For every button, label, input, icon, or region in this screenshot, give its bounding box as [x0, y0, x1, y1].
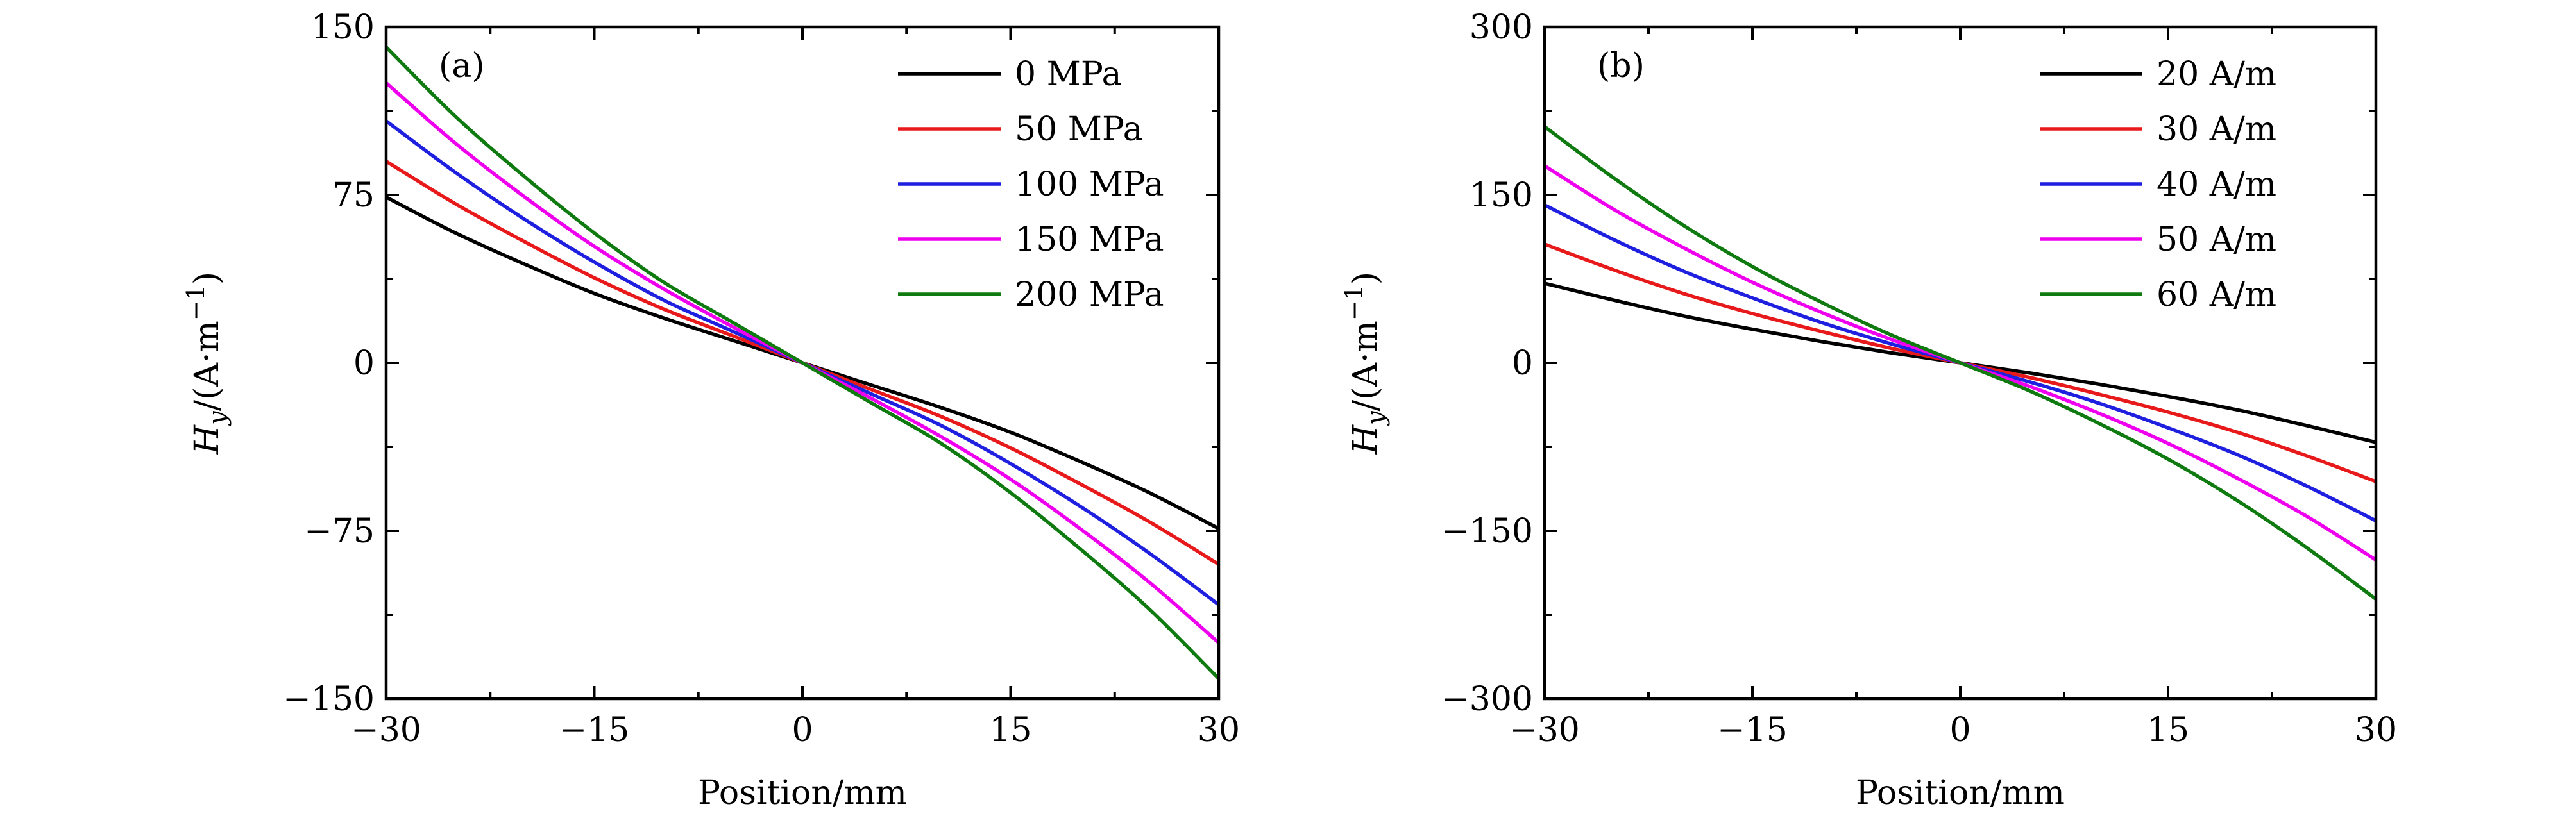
panel-b-ytick-label: 300 — [1470, 8, 1533, 47]
panel-a-legend-label-0-mpa: 0 MPa — [1015, 55, 1122, 94]
panel-a-xtick-label: 0 — [792, 711, 813, 749]
panel-a-y-axis-title-close: ) — [188, 272, 226, 285]
panel-b-y-axis-title-var: H — [1346, 424, 1385, 455]
panel-a-legend: 0 MPa 50 MPa 100 MPa 150 MPa 200 MPa — [898, 55, 1164, 314]
panel-a-legend-label-150-mpa: 150 MPa — [1015, 221, 1164, 259]
panel-a-y-axis-title-sub: y — [203, 411, 232, 426]
panel-a-ytick-label: −150 — [283, 680, 375, 719]
panel-b-y-axis-title-unit: /(A·m — [1346, 321, 1385, 411]
panel-a-label: (a) — [439, 47, 485, 85]
panel-b-x-axis-title: Position/mm — [1856, 774, 2065, 812]
panel-b-xtick-label: 30 — [2355, 711, 2397, 749]
panel-b-series-lines — [1545, 125, 2376, 601]
panel-b: −30 −15 0 15 30−300−1500150300Position/mmHy/… — [1340, 8, 2397, 812]
panel-b-y-axis-title-sup: −1 — [1340, 285, 1368, 321]
panel-b-label: (b) — [1597, 47, 1645, 85]
panel-b-legend: 20 A/m 30 A/m 40 A/m 50 A/m 60 A/m — [2040, 55, 2276, 314]
panel-a-xtick-label: −15 — [559, 711, 630, 749]
panel-a-legend-label-200-mpa: 200 MPa — [1015, 276, 1164, 314]
panel-b-xtick-label: −15 — [1717, 711, 1788, 749]
panel-a-y-axis-title-var: H — [188, 424, 226, 455]
panel-b-legend-label-30-a-m: 30 A/m — [2157, 110, 2276, 149]
panel-a-series-200-mpa — [386, 46, 1219, 680]
panel-b-xtick-label: 15 — [2147, 711, 2189, 749]
panel-a-ytick-label: −75 — [304, 512, 375, 551]
panel-a-xtick-label: −30 — [351, 711, 421, 749]
panel-b-legend-label-20-a-m: 20 A/m — [2157, 55, 2276, 94]
panel-b-legend-label-40-a-m: 40 A/m — [2157, 165, 2276, 204]
panel-b-xtick-label: −30 — [1509, 711, 1580, 749]
panel-b-ytick-label: 150 — [1470, 176, 1533, 215]
panel-a-legend-label-100-mpa: 100 MPa — [1015, 165, 1164, 204]
panel-a-xtick-label: 30 — [1198, 711, 1240, 749]
panel-b-xtick-label: 0 — [1949, 711, 1970, 749]
panel-a-ytick-label: 75 — [332, 176, 375, 215]
panel-a-x-axis-title: Position/mm — [698, 774, 907, 812]
panel-b-legend-label-60-a-m: 60 A/m — [2157, 276, 2276, 314]
panel-b-y-axis-title-sub: y — [1362, 411, 1390, 426]
panel-b-legend-label-50-a-m: 50 A/m — [2157, 221, 2276, 259]
panel-a-xtick-label: 15 — [989, 711, 1031, 749]
panel-b-ytick-label: −150 — [1441, 512, 1533, 551]
panel-b-y-axis-title: Hy/(A·m−1) — [1340, 272, 1390, 455]
panel-a-legend-label-50-mpa: 50 MPa — [1015, 110, 1143, 149]
panel-a-ytick-label: 150 — [311, 8, 375, 47]
panel-b-ytick-label: 0 — [1512, 344, 1533, 383]
panel-b-ytick-label: −300 — [1441, 680, 1533, 719]
panel-a-series-lines — [386, 46, 1219, 680]
panel-b-y-axis-title-close: ) — [1346, 272, 1385, 285]
panel-a-ytick-label: 0 — [353, 344, 375, 383]
panel-a-y-axis-title: Hy/(A·m−1) — [182, 272, 232, 455]
panel-a: −30 −15 0 15 30−150−75075150Position/mmHy/(A… — [182, 8, 1240, 812]
panel-b-series-60-a-m — [1545, 125, 2376, 601]
panel-a-y-axis-title-sup: −1 — [182, 285, 210, 321]
panel-a-y-axis-title-unit: /(A·m — [188, 321, 226, 411]
